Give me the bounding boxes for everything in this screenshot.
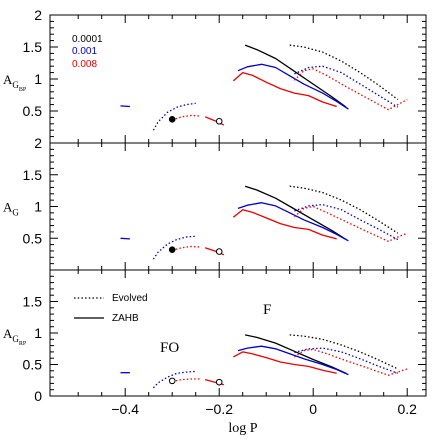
x-tick-label: 0.2 — [397, 401, 417, 417]
y-tick-label: 0.5 — [23, 357, 43, 373]
y-tick-label: 2 — [34, 135, 42, 151]
series-line-6 — [289, 185, 399, 234]
series-line-7 — [152, 235, 196, 260]
legend-metallicity-008: 0.008 — [72, 59, 97, 70]
legend-zahb-label: ZAHB — [112, 313, 139, 324]
linestyle-legend: Evolved ZAHB — [74, 293, 148, 324]
series-line-5 — [232, 209, 337, 240]
series-line-7 — [152, 370, 196, 389]
x-axis-title: log P — [228, 421, 257, 436]
legend-metallicity-001: 0.001 — [72, 46, 97, 57]
legend-evolved-label: Evolved — [112, 293, 148, 304]
panel-1: 0.5 1 1.5 2 AGBP — [3, 7, 427, 144]
series-line-8 — [294, 203, 399, 241]
y-tick-label: 1 — [34, 325, 42, 341]
panel-3: 0 0.5 1 1.5 AGRP — [3, 269, 427, 404]
y-axis-title: AGRP — [3, 326, 27, 347]
series-line-1 — [244, 334, 347, 374]
series-line-5 — [232, 351, 337, 374]
panel-frame — [49, 14, 427, 144]
y-axis-title: AG — [3, 200, 19, 218]
x-tick-label: 0 — [309, 401, 317, 417]
y-tick-label: 2 — [34, 7, 42, 23]
panel-frame — [49, 269, 427, 397]
series-line-2 — [120, 105, 130, 108]
series-line-6 — [289, 44, 399, 101]
marker-open — [168, 377, 176, 385]
series-line-9 — [171, 114, 201, 121]
y-axis-title: AGBP — [3, 72, 27, 93]
marker-filled — [168, 246, 176, 253]
legend-metallicity-0001: 0.0001 — [72, 34, 103, 45]
series-line-9 — [172, 245, 201, 251]
marker-open — [215, 378, 223, 386]
y-tick-label: 1.5 — [23, 167, 43, 183]
y-tick-label: 0.5 — [23, 230, 43, 246]
series-line-6 — [289, 334, 399, 370]
y-tick-label: 0 — [34, 388, 42, 404]
panel-2: 0.5 1 1.5 2 AG — [3, 135, 427, 271]
mode-label-fo: FO — [160, 340, 179, 356]
series-line-5 — [232, 71, 337, 108]
series-line-7 — [152, 102, 196, 131]
mode-label-f: F — [263, 302, 271, 318]
x-tick-label: −0.2 — [205, 401, 233, 417]
marker-open — [215, 117, 223, 125]
marker-open — [215, 248, 223, 255]
y-tick-label: 1 — [34, 199, 42, 215]
series-line-8 — [294, 65, 399, 108]
y-tick-label: 1 — [34, 71, 42, 87]
y-tick-label: 1.5 — [23, 294, 43, 310]
series-line-3 — [237, 345, 349, 376]
series-line-9 — [172, 378, 201, 383]
series-line-2 — [120, 237, 130, 240]
y-tick-label: 1.5 — [23, 39, 43, 55]
series-line-1 — [244, 185, 347, 241]
y-tick-label: 0.5 — [23, 103, 43, 119]
series-line-3 — [237, 202, 349, 242]
panels: 0.5 1 1.5 2 AGBP 0.5 1 1.5 2 AG 0 0.5 1 1.5 AGRP −0.4 −0… — [3, 7, 427, 417]
series-line-1 — [244, 44, 347, 108]
series-line-10 — [293, 68, 408, 111]
series-line-3 — [237, 63, 349, 110]
x-tick-label: −0.4 — [111, 401, 139, 417]
series-line-10 — [294, 348, 408, 376]
metallicity-legend: 0.0001 0.001 0.008 — [72, 34, 103, 70]
marker-filled — [168, 116, 176, 123]
panel-frame — [49, 142, 427, 271]
